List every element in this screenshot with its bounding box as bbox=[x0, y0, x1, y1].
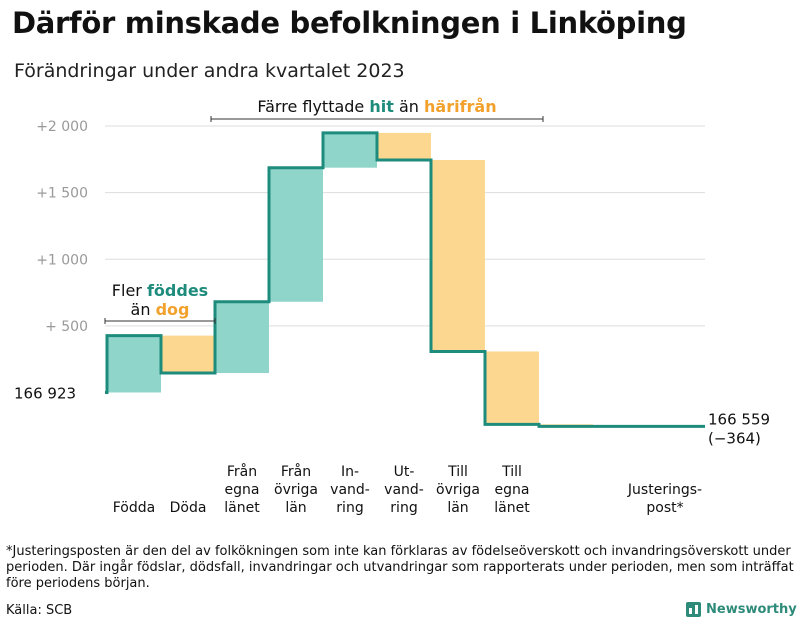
x-category-label: länet bbox=[224, 500, 260, 516]
y-tick-label: +1 000 bbox=[36, 252, 88, 268]
chart-subtitle: Förändringar under andra kvartalet 2023 bbox=[14, 60, 405, 82]
x-category-label: övriga bbox=[274, 482, 318, 498]
waterfall-bar bbox=[377, 132, 431, 160]
x-category-label: Från bbox=[281, 463, 311, 480]
y-tick-label: + 500 bbox=[45, 319, 88, 335]
x-category-label: Födda bbox=[113, 500, 155, 516]
x-category-label: ring bbox=[390, 500, 417, 516]
waterfall-bar bbox=[431, 159, 485, 352]
annotation-migration: Färre flyttade hit än härifrån bbox=[257, 97, 496, 116]
x-category-label: Till bbox=[501, 464, 522, 480]
x-category-label: In- bbox=[341, 464, 359, 480]
annotation-births-deaths-line2: än dog bbox=[131, 300, 190, 319]
waterfall-bar bbox=[485, 351, 539, 425]
newsworthy-logo: Newsworthy bbox=[686, 602, 797, 617]
waterfall-chart: +2 000 +1 500 +1 000 + 500 166 923 166 559(−3… bbox=[14, 97, 770, 516]
start-value-label: 166 923 bbox=[14, 385, 76, 403]
waterfall-bar bbox=[269, 167, 323, 302]
x-category-label: ring bbox=[336, 500, 363, 516]
x-category-label: övriga bbox=[436, 482, 480, 498]
x-category-label: post* bbox=[646, 500, 683, 516]
x-category-label: län bbox=[285, 500, 306, 516]
cumulative-step-line bbox=[105, 131, 705, 428]
waterfall-bar bbox=[161, 335, 215, 374]
source-label: Källa: SCB bbox=[6, 603, 73, 618]
y-tick-label: +2 000 bbox=[36, 119, 88, 135]
x-category-label: vand- bbox=[384, 482, 424, 498]
footnote: *Justeringsposten är den del av folkökni… bbox=[6, 544, 794, 591]
end-change-label: (−364) bbox=[708, 429, 761, 447]
x-category-label: Justerings- bbox=[627, 482, 702, 498]
x-category-label: Från bbox=[227, 463, 257, 480]
chart-title: Därför minskade befolkningen i Linköping bbox=[12, 6, 687, 40]
end-value-label: 166 559 bbox=[708, 410, 770, 428]
x-category-label: vand- bbox=[330, 482, 370, 498]
x-category-label: Ut- bbox=[394, 464, 415, 480]
waterfall-bar bbox=[107, 335, 161, 393]
x-category-label: Döda bbox=[170, 500, 207, 516]
x-category-label: egna bbox=[495, 482, 530, 498]
x-category-label: egna bbox=[225, 482, 260, 498]
x-category-label: länet bbox=[494, 500, 530, 516]
waterfall-bar bbox=[215, 301, 269, 374]
brand-name: Newsworthy bbox=[706, 602, 797, 617]
y-tick-label: +1 500 bbox=[36, 186, 88, 202]
bar-chart-icon bbox=[686, 602, 701, 617]
annotation-births-deaths: Fler föddes bbox=[112, 281, 208, 300]
x-category-label: Till bbox=[447, 464, 468, 480]
waterfall-bar bbox=[323, 132, 377, 168]
x-category-label: län bbox=[447, 500, 468, 516]
